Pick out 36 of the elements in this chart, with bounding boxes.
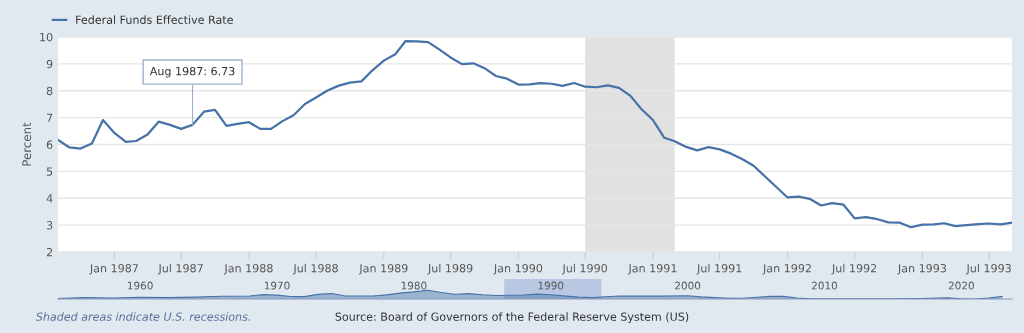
x-tick-label: 2000	[675, 281, 701, 290]
legend-label: Federal Funds Effective Rate	[76, 15, 233, 24]
x-tick-label: Jul 1987	[157, 263, 203, 275]
y-tick-label: 5	[46, 167, 53, 176]
y-tick-label: 2	[46, 247, 53, 257]
x-tick-label: 2020	[948, 281, 974, 290]
x-tick-label: Jul 1991	[696, 263, 742, 275]
x-tick-label: Jan 1993	[897, 264, 946, 275]
x-tick-label: Jul 1990	[561, 263, 607, 275]
x-tick-label: Jul 1988	[292, 263, 338, 275]
x-tick-label: 1970	[264, 281, 290, 290]
x-tick-label: Jul 1993	[965, 263, 1011, 275]
x-tick-label: Jan 1992	[762, 264, 811, 275]
y-axis-title: Percent	[22, 122, 32, 166]
x-tick-label: 1980	[401, 281, 427, 290]
y-tick-label: 8	[46, 86, 53, 96]
y-tick-label: 9	[46, 59, 53, 69]
x-tick-label: Jan 1988	[223, 264, 273, 275]
x-tick-label: Jul 1992	[831, 263, 877, 275]
x-tick-label: 2010	[811, 281, 838, 290]
x-tick-label: Jan 1991	[627, 264, 677, 275]
y-tick-label: 10	[40, 32, 53, 42]
x-tick-label: Jan 1989	[358, 264, 408, 275]
x-tick-label: 1990	[538, 281, 564, 290]
x-tick-label: 1960	[128, 281, 153, 290]
y-tick-label: 4	[46, 194, 53, 203]
annotation: Aug 1987: 6.73	[149, 66, 235, 78]
y-tick-label: 6	[46, 140, 53, 149]
source-note: Source: Board of Governors of the Federal Reserve System (US)	[335, 312, 689, 324]
x-tick-label: Jan 1990	[493, 264, 543, 275]
y-tick-label: 7	[46, 113, 53, 122]
line-series	[58, 39, 1012, 229]
text: Shaded areas indicate U.S. recessions.	[35, 312, 250, 321]
x-tick-label: Jul 1989	[427, 263, 473, 275]
x-tick-label: Jan 1987	[89, 264, 138, 275]
y-tick-label: 3	[46, 221, 53, 230]
